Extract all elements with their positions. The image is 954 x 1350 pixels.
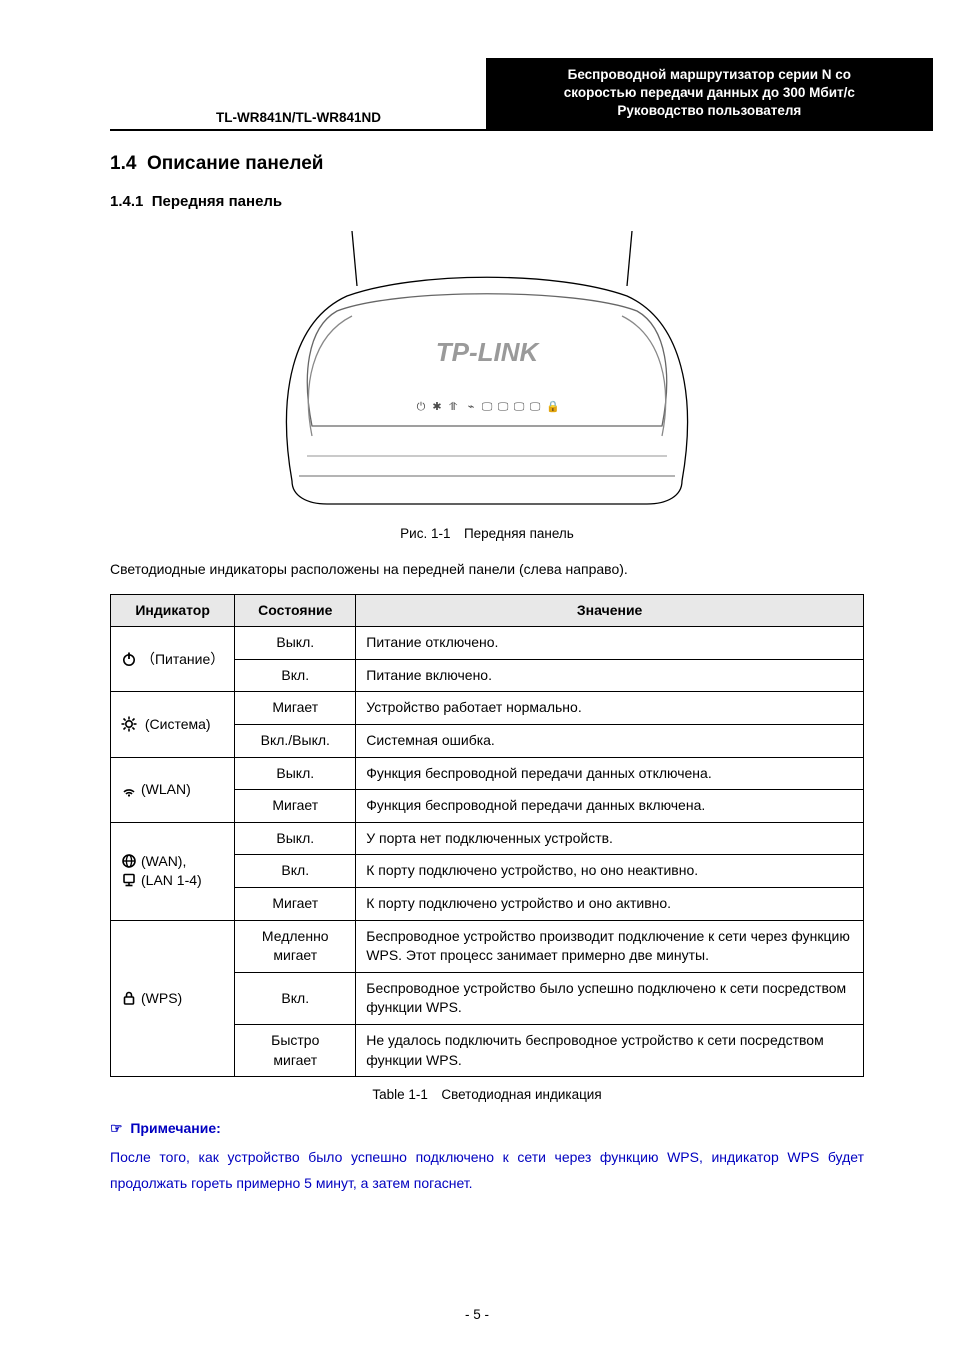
cell-meaning: Устройство работает нормально. <box>356 692 864 725</box>
wan-icon <box>121 853 141 869</box>
cell-meaning: Беспроводное устройство производит подкл… <box>356 920 864 972</box>
cell-state: Вкл./Выкл. <box>235 725 356 758</box>
svg-text:⏻: ⏻ <box>417 401 426 413</box>
power-icon <box>121 651 141 667</box>
section-title: Описание панелей <box>147 153 323 174</box>
note-body: После того, как устройство было успешно … <box>110 1145 864 1197</box>
hand-icon: ☞ <box>110 1120 123 1136</box>
cell-meaning: Системная ошибка. <box>356 725 864 758</box>
wlan-icon <box>121 781 141 797</box>
page-number: - 5 - <box>0 1307 954 1322</box>
section-number: 1.4 <box>110 153 136 174</box>
th-meaning: Значение <box>356 594 864 627</box>
cell-meaning: Питание отключено. <box>356 627 864 660</box>
lock-icon <box>121 990 141 1006</box>
cell-state: Быстромигает <box>235 1024 356 1076</box>
cell-meaning: Функция беспроводной передачи данных отк… <box>356 757 864 790</box>
cell-indicator: (Система) <box>111 692 235 757</box>
cell-meaning: К порту подключено устройство и оно акти… <box>356 888 864 921</box>
cell-state: Медленномигает <box>235 920 356 972</box>
page-header: TL-WR841N/TL-WR841ND Беспроводной маршру… <box>110 58 864 131</box>
header-title-line1: Беспроводной маршрутизатор серии N со <box>568 67 851 82</box>
header-model: TL-WR841N/TL-WR841ND <box>110 110 487 129</box>
cell-state: Мигает <box>235 790 356 823</box>
cell-indicator: （Питание） <box>111 627 235 692</box>
cell-state: Выкл. <box>235 627 356 660</box>
table-header-row: Индикатор Состояние Значение <box>111 594 864 627</box>
svg-text:🖵: 🖵 <box>498 401 509 413</box>
cell-state: Вкл. <box>235 855 356 888</box>
subsection-heading: 1.4.1 Передняя панель <box>110 193 864 210</box>
lan-icon <box>121 872 141 888</box>
router-brand-text: TP-LINK <box>436 337 541 367</box>
table-caption: Table 1-1 Светодиодная индикация <box>110 1087 864 1102</box>
cell-meaning: Функция беспроводной передачи данных вкл… <box>356 790 864 823</box>
th-indicator: Индикатор <box>111 594 235 627</box>
cell-state: Выкл. <box>235 757 356 790</box>
table-row: (WLAN)Выкл.Функция беспроводной передачи… <box>111 757 864 790</box>
table-row: (WPS)МедленномигаетБеспроводное устройст… <box>111 920 864 972</box>
subsection-title: Передняя панель <box>152 193 282 210</box>
svg-text:🖵: 🖵 <box>514 401 525 413</box>
cell-meaning: К порту подключено устройство, но оно не… <box>356 855 864 888</box>
figure-front-panel: TP-LINK ⏻ ✱ ⥣ ⌁ 🖵 🖵 🖵 🖵 🔒 Рис. 1-1 Перед… <box>110 226 864 541</box>
cell-meaning: У порта нет подключенных устройств. <box>356 822 864 855</box>
section-heading: 1.4 Описание панелей <box>110 153 864 175</box>
cell-meaning: Беспроводное устройство было успешно под… <box>356 972 864 1024</box>
table-row: (Система)МигаетУстройство работает норма… <box>111 692 864 725</box>
svg-text:✱: ✱ <box>432 401 441 413</box>
table-row: (WAN),(LAN 1-4)Выкл.У порта нет подключе… <box>111 822 864 855</box>
svg-text:🖵: 🖵 <box>482 401 493 413</box>
cell-state: Вкл. <box>235 659 356 692</box>
svg-text:⥣: ⥣ <box>449 401 457 413</box>
th-state: Состояние <box>235 594 356 627</box>
gear-icon <box>121 716 141 732</box>
svg-text:🔒: 🔒 <box>546 400 560 413</box>
svg-text:🖵: 🖵 <box>530 401 541 413</box>
cell-state: Вкл. <box>235 972 356 1024</box>
header-title-line3: Руководство пользователя <box>617 103 801 118</box>
cell-state: Выкл. <box>235 822 356 855</box>
cell-indicator: (WLAN) <box>111 757 235 822</box>
note-heading-text: Примечание: <box>130 1120 220 1136</box>
figure-caption: Рис. 1-1 Передняя панель <box>110 526 864 541</box>
cell-indicator: (WPS) <box>111 920 235 1077</box>
subsection-number: 1.4.1 <box>110 193 143 210</box>
table-row: （Питание）Выкл.Питание отключено. <box>111 627 864 660</box>
svg-text:⌁: ⌁ <box>468 401 475 413</box>
cell-meaning: Питание включено. <box>356 659 864 692</box>
cell-state: Мигает <box>235 692 356 725</box>
router-illustration: TP-LINK ⏻ ✱ ⥣ ⌁ 🖵 🖵 🖵 🖵 🔒 <box>237 226 737 516</box>
header-title-line2: скоростью передачи данных до 300 Мбит/с <box>564 85 855 100</box>
header-title: Беспроводной маршрутизатор серии N со ск… <box>486 58 933 131</box>
cell-indicator: (WAN),(LAN 1-4) <box>111 822 235 920</box>
cell-state: Мигает <box>235 888 356 921</box>
led-table: Индикатор Состояние Значение （Питание）Вы… <box>110 594 864 1078</box>
intro-text: Светодиодные индикаторы расположены на п… <box>110 559 864 580</box>
cell-meaning: Не удалось подключить беспроводное устро… <box>356 1024 864 1076</box>
note-heading: ☞ Примечание: <box>110 1120 864 1137</box>
